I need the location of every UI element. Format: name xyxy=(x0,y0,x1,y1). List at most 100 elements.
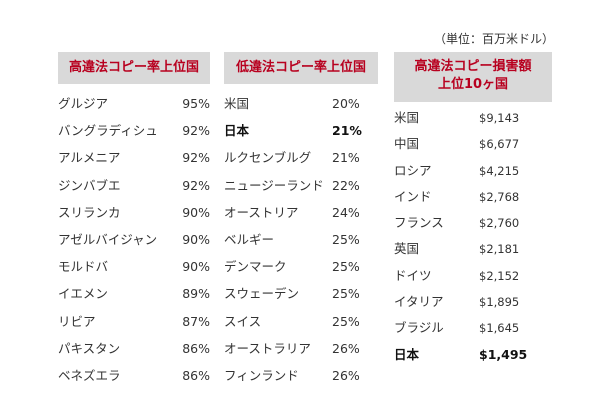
country-value: 26% xyxy=(332,340,360,356)
country-name: ジンバブエ xyxy=(58,177,121,193)
country-name: インド xyxy=(394,188,432,204)
country-name: ニュージーランド xyxy=(224,177,324,193)
country-value: $2,152 xyxy=(479,268,520,283)
table-row: 中国 $6,677 xyxy=(394,131,552,157)
country-value: $9,143 xyxy=(479,111,520,125)
table-row: アゼルバイジャン 90% xyxy=(58,226,210,253)
country-name: バングラディシュ xyxy=(58,123,158,139)
low-rate-list: 米国 20% 日本 21% ルクセンブルグ 21% ニュージーランド 22% オーストリア 24%… xyxy=(224,90,378,389)
high-rate-title: 高違法コピー率上位国 xyxy=(58,52,210,84)
country-value: 95% xyxy=(182,96,210,111)
high-rate-list: グルジア 95% バングラディシュ 92% アルメニア 92% ジンバブエ 92% スリランカ 9… xyxy=(58,90,210,389)
country-name: アゼルバイジャン xyxy=(58,231,158,247)
country-value: $1,645 xyxy=(479,321,520,336)
country-name: 中国 xyxy=(394,136,420,152)
loss-title: 高違法コピー損害額 上位10ヶ国 xyxy=(394,52,552,102)
table-row: デンマーク 25% xyxy=(224,253,378,280)
country-name: 日本 xyxy=(394,346,420,362)
country-value: 25% xyxy=(332,313,360,329)
table-row: グルジア 95% xyxy=(58,90,210,117)
table-row: アルメニア 92% xyxy=(58,144,210,171)
country-name: ロシア xyxy=(394,162,432,178)
table-row: モルドバ 90% xyxy=(58,253,210,280)
country-value: $2,768 xyxy=(479,189,520,204)
country-value: 86% xyxy=(182,367,210,383)
country-value: 92% xyxy=(182,150,210,166)
loss-panel: 高違法コピー損害額 上位10ヶ国 米国 $9,143 中国 $6,677 ロシア $4,2… xyxy=(394,52,552,368)
country-name: デンマーク xyxy=(224,259,287,275)
country-value: 25% xyxy=(332,259,360,275)
country-name: グルジア xyxy=(58,96,109,111)
country-value: 90% xyxy=(182,259,210,275)
loss-title-line2: 上位10ヶ国 xyxy=(437,77,509,92)
country-name: パキスタン xyxy=(58,340,121,356)
table-row: イエメン 89% xyxy=(58,280,210,307)
table-row: ベネズエラ 86% xyxy=(58,362,210,389)
country-value: 92% xyxy=(182,177,210,193)
country-name: 米国 xyxy=(224,96,250,111)
country-name: オーストリア xyxy=(224,204,299,220)
country-value: 26% xyxy=(332,367,360,383)
table-row: イタリア $1,895 xyxy=(394,289,552,315)
country-name: リビア xyxy=(58,313,96,329)
country-name: オーストラリア xyxy=(224,340,311,356)
table-row: スイス 25% xyxy=(224,308,378,335)
country-name: モルドバ xyxy=(58,259,109,275)
table-row: ジンバブエ 92% xyxy=(58,172,210,199)
country-value: 25% xyxy=(332,231,360,247)
country-name: 英国 xyxy=(394,241,420,257)
country-value: $2,181 xyxy=(479,242,520,257)
country-name: ドイツ xyxy=(394,267,432,283)
table-row: 日本 21% xyxy=(224,117,378,144)
table-row: ニュージーランド 22% xyxy=(224,172,378,199)
high-rate-panel: 高違法コピー率上位国 グルジア 95% バングラディシュ 92% アルメニア 92% ジンバ… xyxy=(58,52,210,389)
country-name: スイス xyxy=(224,313,262,329)
loss-list: 米国 $9,143 中国 $6,677 ロシア $4,215 インド $2,768 フランス $2… xyxy=(394,105,552,368)
table-row: スウェーデン 25% xyxy=(224,280,378,307)
country-value: 24% xyxy=(332,204,360,220)
table-row: リビア 87% xyxy=(58,308,210,335)
country-name: 米国 xyxy=(394,110,420,125)
country-name: イタリア xyxy=(394,294,444,310)
unit-note: （単位：百万米ドル） xyxy=(433,32,554,46)
table-row: 米国 20% xyxy=(224,90,378,117)
country-name: ベネズエラ xyxy=(58,367,121,383)
country-value: 25% xyxy=(332,286,360,302)
country-value: $4,215 xyxy=(479,163,520,178)
table-row: オーストラリア 26% xyxy=(224,335,378,362)
country-value: 22% xyxy=(332,177,360,193)
low-rate-title: 低違法コピー率上位国 xyxy=(224,52,378,84)
country-name: フランス xyxy=(394,215,444,231)
table-row: バングラディシュ 92% xyxy=(58,117,210,144)
country-value: 87% xyxy=(182,313,210,329)
country-name: ルクセンブルグ xyxy=(224,150,312,166)
country-value: 89% xyxy=(182,286,210,302)
country-value: $1,895 xyxy=(479,295,520,310)
country-name: 日本 xyxy=(224,123,250,139)
country-name: スウェーデン xyxy=(224,286,300,302)
country-value: 86% xyxy=(182,340,210,356)
country-value: $1,495 xyxy=(479,346,528,362)
country-value: 20% xyxy=(332,96,360,111)
table-row: フランス $2,760 xyxy=(394,210,552,236)
country-name: フィンランド xyxy=(224,367,299,383)
table-row: ブラジル $1,645 xyxy=(394,315,552,341)
table-row: ロシア $4,215 xyxy=(394,158,552,184)
country-value: 92% xyxy=(182,123,210,139)
table-row: 日本 $1,495 xyxy=(394,342,552,368)
table-row: 米国 $9,143 xyxy=(394,105,552,131)
country-name: ベルギー xyxy=(224,231,275,247)
country-name: スリランカ xyxy=(58,204,121,220)
country-value: $2,760 xyxy=(479,216,520,231)
table-row: オーストリア 24% xyxy=(224,199,378,226)
low-rate-panel: 低違法コピー率上位国 米国 20% 日本 21% ルクセンブルグ 21% ニュージーランド 2… xyxy=(224,52,378,389)
country-name: イエメン xyxy=(58,286,108,302)
table-row: ルクセンブルグ 21% xyxy=(224,144,378,171)
table-row: スリランカ 90% xyxy=(58,199,210,226)
table-row: インド $2,768 xyxy=(394,184,552,210)
table-row: ベルギー 25% xyxy=(224,226,378,253)
table-row: ドイツ $2,152 xyxy=(394,263,552,289)
country-name: アルメニア xyxy=(58,150,121,166)
country-name: ブラジル xyxy=(394,320,444,336)
country-value: 21% xyxy=(332,123,362,139)
